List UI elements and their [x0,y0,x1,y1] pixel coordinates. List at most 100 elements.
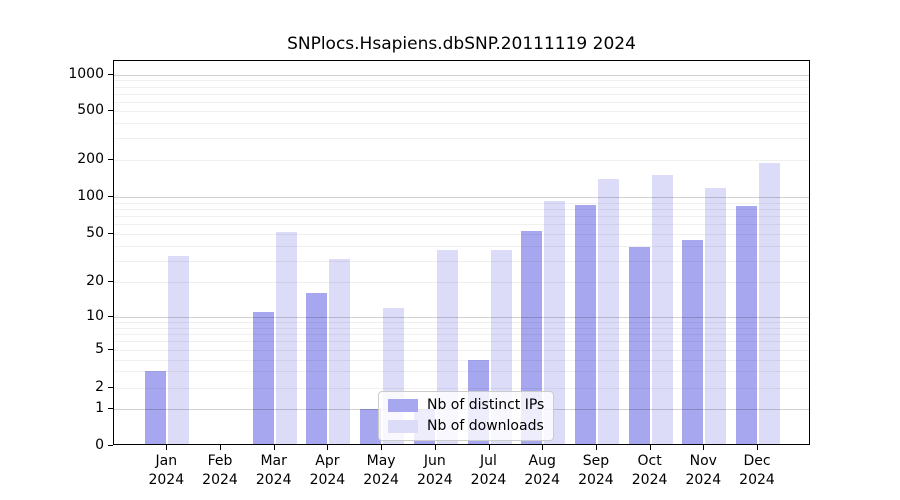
y-axis-tick [108,387,113,389]
gridline-minor [114,350,809,352]
x-axis-tick [649,445,651,450]
x-axis-tick [273,445,275,450]
y-axis-tick [108,281,113,282]
x-tick-month: Jun [423,453,446,469]
y-axis-tick [108,349,113,351]
x-tick-year: 2024 [363,472,399,488]
bar-downloads-jan [168,255,190,444]
gridline-minor [114,80,809,82]
x-axis-tick [488,445,490,450]
y-axis-tick [108,196,113,197]
y-tick-label: 1 [95,399,104,416]
gridline-minor [114,160,809,161]
x-tick-label-apr: Apr 2024 [295,452,359,490]
x-tick-month: Apr [315,453,340,469]
x-axis-tick [703,445,705,450]
gridline-minor [114,111,809,112]
legend-row-downloads: Nb of downloads [388,418,544,434]
gridline-minor [114,371,809,373]
x-tick-label-jun: Jun 2024 [403,452,467,490]
bar-downloads-sep [597,179,619,444]
x-tick-year: 2024 [524,472,560,488]
legend-label-distinct-ips: Nb of distinct IPs [427,397,545,413]
x-tick-label-mar: Mar 2024 [242,452,306,490]
gridline-minor [114,224,809,226]
bar-downloads-mar [275,231,297,444]
bar-distinct-ips-mar [252,311,274,444]
y-tick-label: 5 [95,341,104,358]
x-tick-month: Nov [689,453,717,469]
x-tick-label-jul: Jul 2024 [457,452,521,490]
gridline-minor [114,122,809,124]
y-axis-tick [108,110,113,111]
x-tick-label-oct: Oct 2024 [618,452,682,490]
bar-downloads-nov [705,187,727,444]
gridline-minor [114,333,809,335]
x-tick-month: Aug [528,453,556,469]
y-axis-tick [108,315,113,317]
gridline-minor [114,341,809,343]
x-tick-year: 2024 [631,472,668,488]
x-tick-month: Jul [480,453,497,469]
gridline-minor [114,208,809,210]
x-tick-month: Mar [260,453,287,469]
bar-distinct-ips-nov [682,239,704,444]
bar-downloads-aug [544,201,566,444]
x-tick-label-nov: Nov 2024 [671,452,735,490]
y-tick-label: 2 [95,379,104,396]
x-tick-month: Feb [207,453,233,469]
x-axis-tick [166,445,168,450]
bar-distinct-ips-may [360,408,382,444]
legend: Nb of distinct IPs Nb of downloads [378,391,555,441]
gridline-minor [114,245,809,247]
gridline-major [114,197,809,198]
y-axis-tick [108,233,113,234]
x-tick-year: 2024 [148,472,185,488]
y-axis-tick [108,444,113,446]
bar-distinct-ips-dec [736,206,757,444]
y-tick-label: 50 [86,225,104,241]
x-tick-month: May [366,453,396,469]
legend-label-downloads: Nb of downloads [427,418,544,434]
y-tick-label: 0 [95,436,104,453]
bar-distinct-ips-aug [521,230,543,444]
x-tick-label-aug: Aug 2024 [510,452,574,490]
x-tick-year: 2024 [739,472,775,488]
y-axis-tick [108,159,113,160]
legend-swatch-downloads [388,419,418,433]
legend-swatch-distinct-ips [388,398,418,412]
y-tick-label: 1000 [68,66,104,82]
x-axis-tick [220,445,221,450]
x-tick-label-jan: Jan 2024 [134,452,198,490]
x-axis-tick [542,445,544,450]
x-tick-label-may: May 2024 [349,452,413,490]
y-tick-label: 100 [77,188,104,204]
y-tick-label: 20 [86,273,104,289]
x-tick-label-sep: Sep 2024 [564,452,628,490]
gridline-major [114,75,809,76]
x-tick-label-dec: Dec 2024 [725,452,789,490]
x-tick-year: 2024 [416,472,453,488]
gridline-minor [114,138,809,140]
chart-title: SNPlocs.Hsapiens.dbSNP.20111119 2024 [287,34,636,54]
legend-row-distinct-ips: Nb of distinct IPs [388,397,544,413]
bar-downloads-dec [759,163,780,444]
gridline-major [114,316,809,318]
x-tick-year: 2024 [685,472,722,488]
bar-distinct-ips-sep [574,205,596,444]
gridline-minor [114,327,809,329]
x-tick-month: Oct [637,453,662,469]
gridline-minor [114,202,809,204]
x-tick-year: 2024 [578,472,614,488]
bar-distinct-ips-jan [145,371,167,444]
x-axis-tick [381,445,383,450]
gridline-minor [114,260,809,262]
gridline-minor [114,234,809,235]
gridline-minor [114,86,809,88]
bar-distinct-ips-oct [628,247,650,444]
x-tick-month: Jan [155,453,178,469]
x-axis-tick [595,445,597,450]
gridline-minor [114,101,809,103]
x-tick-year: 2024 [309,472,346,488]
